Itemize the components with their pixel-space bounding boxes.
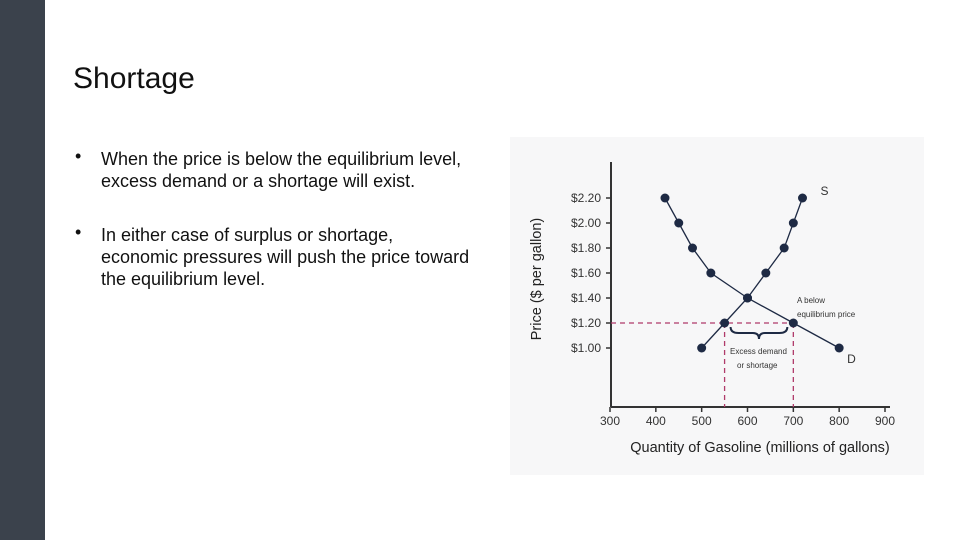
- shortage-brace: [729, 326, 789, 340]
- bullet-item: • In either case of surplus or shortage,…: [75, 222, 475, 290]
- annotation-shortage: or shortage: [737, 361, 778, 370]
- data-point-d: [743, 293, 752, 303]
- y-tick-label: $2.00: [571, 216, 601, 230]
- bullet-text: In either case of surplus or shortage, e…: [101, 225, 470, 289]
- x-tick-label: 500: [692, 414, 712, 428]
- y-tick-label: $1.80: [571, 241, 601, 255]
- slide-title: Shortage: [73, 62, 195, 95]
- series-line-s: [701, 197, 804, 349]
- annotation-below-price: equilibrium price: [797, 310, 856, 319]
- y-tick-label: $2.20: [571, 191, 601, 205]
- x-tick-label: 700: [783, 414, 803, 428]
- data-point-d: [674, 218, 684, 228]
- data-point-d: [706, 268, 716, 278]
- data-point-d: [660, 193, 670, 203]
- y-tick-label: $1.60: [571, 266, 601, 280]
- x-tick-label: 400: [646, 414, 666, 428]
- annotation-below-price: A below: [797, 296, 825, 305]
- bullet-glyph: •: [75, 146, 82, 166]
- bullet-glyph: •: [75, 222, 82, 242]
- bullet-text: When the price is below the equilibrium …: [101, 149, 462, 191]
- data-point-d: [788, 318, 798, 328]
- y-axis-label: Price ($ per gallon): [529, 218, 545, 341]
- series-label-s: S: [821, 184, 829, 198]
- data-point-s: [779, 243, 789, 253]
- series-line-d: [664, 197, 840, 349]
- data-point-s: [788, 218, 798, 228]
- data-point-d: [688, 243, 697, 253]
- data-point-s: [798, 193, 807, 203]
- y-tick-label: $1.20: [571, 316, 601, 330]
- x-tick-label: 600: [737, 414, 757, 428]
- y-tick-label: $1.00: [571, 341, 601, 355]
- data-point-d: [834, 343, 844, 353]
- x-tick-label: 300: [600, 414, 620, 428]
- x-tick-label: 800: [829, 414, 849, 428]
- series-label-d: D: [847, 352, 856, 366]
- annotation-shortage: Excess demand: [730, 347, 787, 356]
- slide-sidebar: [0, 0, 45, 540]
- x-axis-label: Quantity of Gasoline (millions of gallon…: [630, 440, 890, 456]
- supply-demand-chart: $1.00 $1.20 $1.40 $1.60 $1.80 $2.00 $2.20 300 40…: [510, 137, 924, 475]
- data-point-s: [720, 318, 730, 328]
- data-point-s: [697, 343, 707, 353]
- bullet-item: • When the price is below the equilibriu…: [75, 146, 475, 192]
- y-tick-label: $1.40: [571, 291, 601, 305]
- chart-svg: $1.00 $1.20 $1.40 $1.60 $1.80 $2.00 $2.20 300 40…: [529, 162, 895, 456]
- data-point-s: [761, 268, 771, 278]
- bullet-list: • When the price is below the equilibriu…: [75, 146, 475, 322]
- x-tick-label: 900: [875, 414, 895, 428]
